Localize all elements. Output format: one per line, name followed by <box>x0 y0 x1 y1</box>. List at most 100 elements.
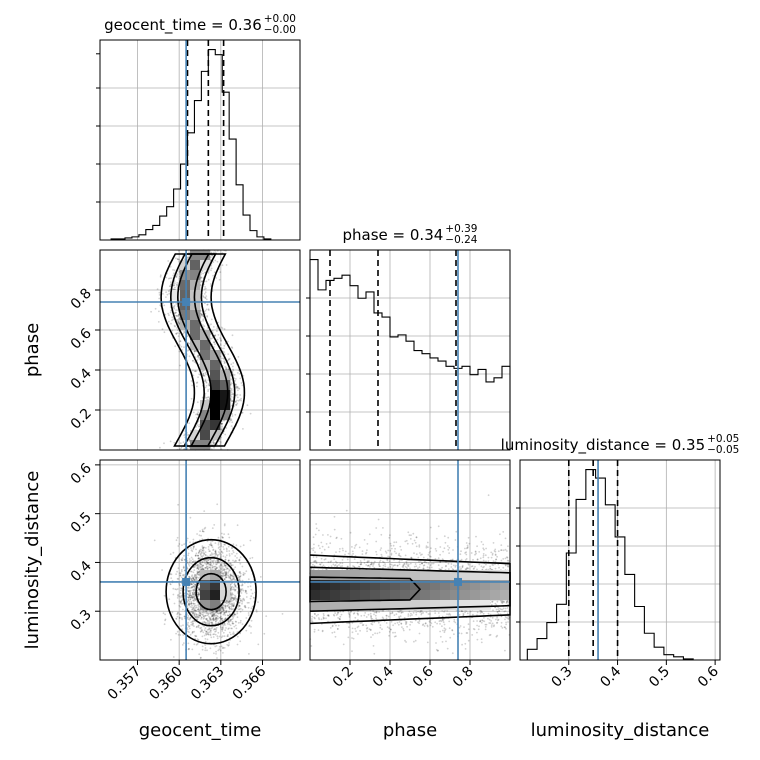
sample-point <box>195 370 198 372</box>
sample-point <box>442 550 444 553</box>
sample-point <box>215 645 218 647</box>
sample-point <box>190 583 193 586</box>
sample-point <box>242 574 245 576</box>
sample-point <box>237 399 240 402</box>
sample-point <box>220 360 223 363</box>
sample-point <box>191 608 194 611</box>
sample-point <box>418 566 421 568</box>
sample-point <box>198 357 201 359</box>
sample-point <box>180 570 183 573</box>
sample-point <box>210 560 213 562</box>
sample-point <box>435 642 437 644</box>
sample-point <box>181 574 184 577</box>
sample-point <box>187 554 190 557</box>
sample-point <box>210 544 213 546</box>
sample-point <box>232 362 235 364</box>
sample-point <box>211 566 214 569</box>
sample-point <box>197 557 200 560</box>
sample-point <box>218 562 221 564</box>
sample-point <box>179 592 182 595</box>
sample-point <box>200 280 203 283</box>
sample-point <box>176 258 179 261</box>
sample-point <box>228 550 231 552</box>
sample-point <box>189 606 192 608</box>
sample-point <box>225 264 228 266</box>
sample-point <box>169 311 172 314</box>
sample-point <box>192 589 194 592</box>
sample-point <box>227 604 230 606</box>
sample-point <box>163 304 166 307</box>
sample-point <box>233 374 236 376</box>
sample-point <box>190 562 193 565</box>
sample-point <box>176 315 178 317</box>
sample-point <box>186 537 189 540</box>
sample-point <box>209 558 212 561</box>
sample-point <box>212 559 215 562</box>
sample-point <box>224 558 227 561</box>
sample-point <box>192 610 195 613</box>
sample-point <box>236 387 238 390</box>
sample-point <box>251 592 254 595</box>
sample-point <box>236 402 239 405</box>
sample-point <box>241 565 244 568</box>
sample-point <box>175 309 178 311</box>
sample-point <box>202 295 205 297</box>
sample-point <box>205 630 208 633</box>
sample-point <box>239 598 242 600</box>
sample-point <box>204 547 207 549</box>
sample-point <box>163 623 166 626</box>
sample-point <box>189 587 192 589</box>
sample-point <box>241 608 244 611</box>
sample-point <box>237 622 240 624</box>
sample-point <box>208 631 211 634</box>
sample-point <box>223 647 226 649</box>
sample-point <box>192 593 194 595</box>
sample-point <box>202 374 205 377</box>
density-cell <box>210 410 221 421</box>
sample-point <box>175 539 178 542</box>
sample-point <box>192 607 195 609</box>
sample-point <box>205 612 208 614</box>
sample-point <box>231 334 234 337</box>
sample-point <box>250 588 253 591</box>
sample-point <box>223 577 226 580</box>
sample-point <box>220 544 223 546</box>
sample-point <box>241 411 244 414</box>
sample-point <box>250 619 253 622</box>
sample-point <box>230 608 233 611</box>
sample-point <box>156 288 159 290</box>
sample-point <box>210 542 212 545</box>
sample-point <box>174 311 177 314</box>
sample-point <box>195 599 197 602</box>
sample-point <box>190 610 193 613</box>
sample-point <box>158 297 161 300</box>
sample-point <box>163 331 166 334</box>
sample-point <box>176 570 179 573</box>
sample-point <box>207 567 210 570</box>
sample-point <box>230 346 233 348</box>
sample-point <box>223 623 226 625</box>
sample-point <box>230 393 233 396</box>
sample-point <box>210 611 213 614</box>
sample-point <box>192 599 195 602</box>
density-cell <box>190 260 201 271</box>
sample-point <box>232 631 235 634</box>
sample-point <box>225 573 227 576</box>
sample-point <box>246 404 249 407</box>
sample-point <box>210 267 213 270</box>
sample-point <box>263 632 266 635</box>
sample-point <box>168 292 171 295</box>
sample-point <box>182 441 185 443</box>
sample-point <box>181 544 183 546</box>
sample-point <box>196 618 199 621</box>
sample-point <box>213 341 216 344</box>
sample-point <box>178 604 181 607</box>
sample-point <box>223 533 226 535</box>
sample-point <box>188 564 191 567</box>
hist-panel-luminosity_distance <box>516 459 721 661</box>
sample-point <box>174 345 177 348</box>
sample-point <box>237 356 240 358</box>
sample-point <box>230 605 233 608</box>
sample-point <box>228 357 231 360</box>
sample-point <box>221 628 224 631</box>
